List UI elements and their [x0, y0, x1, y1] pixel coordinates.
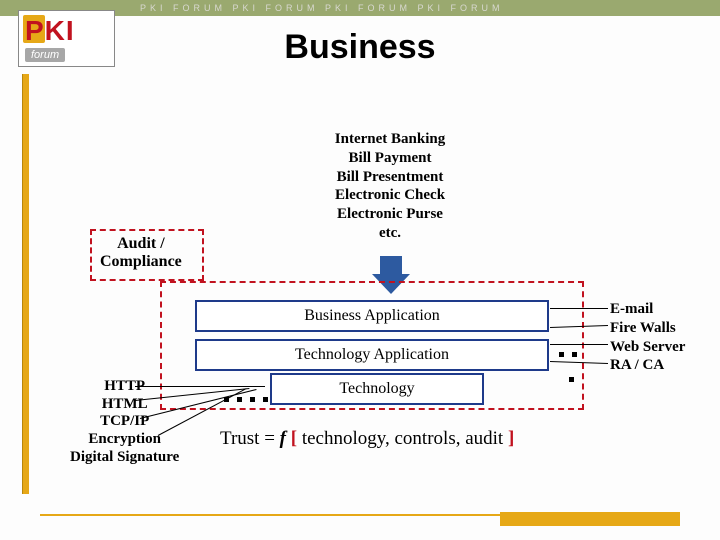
right-apps-item: Web Server — [610, 338, 685, 357]
page-title: Business — [0, 28, 720, 67]
audit-line1: Audit / — [100, 235, 182, 253]
arrow-down-icon — [380, 256, 402, 274]
audit-line2: Compliance — [100, 253, 182, 271]
tech-stack-item: Digital Signature — [70, 449, 179, 467]
connector-dots-icon — [555, 345, 581, 363]
services-item: Electronic Check — [300, 186, 480, 205]
services-list: Internet Banking Bill Payment Bill Prese… — [300, 130, 480, 243]
services-item: Internet Banking — [300, 130, 480, 149]
tech-stack-item: HTML — [70, 396, 179, 414]
right-apps-item: Fire Walls — [610, 319, 685, 338]
services-item: Electronic Purse — [300, 205, 480, 224]
right-apps-item: E-mail — [610, 300, 685, 319]
services-item: Bill Payment — [300, 149, 480, 168]
connector-dots-icon — [220, 390, 272, 408]
right-apps-item: RA / CA — [610, 356, 685, 375]
services-item: etc. — [300, 224, 480, 243]
footer-accent — [500, 512, 680, 526]
layer-technology-application: Technology Application — [195, 339, 549, 371]
eq-prefix: Trust = — [220, 428, 280, 449]
audit-compliance-label: Audit / Compliance — [100, 235, 182, 272]
eq-func: f — [280, 428, 291, 449]
right-apps-list: E-mail Fire Walls Web Server RA / CA — [610, 300, 685, 375]
connector-line — [550, 308, 608, 309]
eq-body: technology, controls, audit — [297, 428, 508, 449]
layer-business-application: Business Application — [195, 300, 549, 332]
tech-stack-list: HTTP HTML TCP/IP Encryption Digital Sign… — [70, 378, 179, 466]
trust-equation: Trust = f [ technology, controls, audit … — [220, 428, 514, 450]
left-rule — [22, 74, 29, 494]
tech-stack-item: Encryption — [70, 431, 179, 449]
connector-dots-icon — [565, 370, 578, 388]
tech-stack-item: TCP/IP — [70, 413, 179, 431]
eq-close-bracket: ] — [508, 428, 514, 449]
connector-line — [135, 386, 265, 387]
services-item: Bill Presentment — [300, 168, 480, 187]
layer-technology: Technology — [270, 373, 484, 405]
